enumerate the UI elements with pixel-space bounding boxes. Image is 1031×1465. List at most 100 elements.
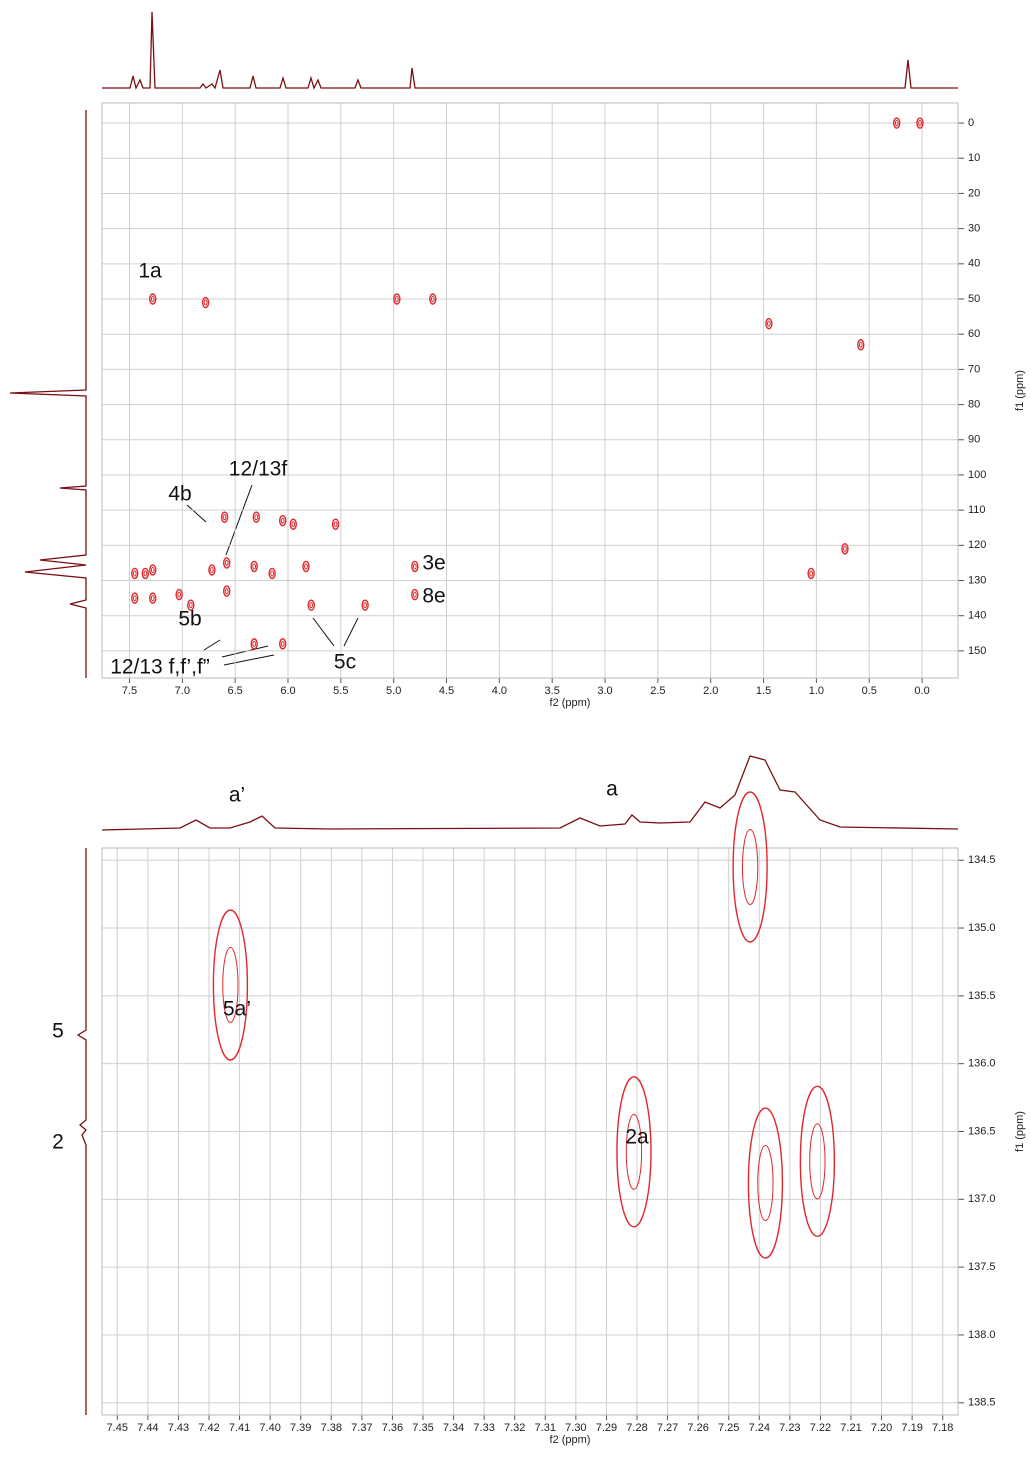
contour-peak — [302, 560, 310, 573]
x-tick-label: 7.19 — [901, 1422, 922, 1434]
x-tick-label: 7.30 — [565, 1422, 586, 1434]
contour-peak-inner — [132, 570, 137, 577]
x-tick-label: 3.5 — [545, 685, 560, 697]
contour-peak-inner — [280, 517, 285, 524]
contour-peak-inner — [858, 341, 863, 348]
annotation: 3e — [422, 552, 445, 575]
y-tick-label: 130 — [968, 574, 986, 586]
contour-peak-inner — [177, 591, 181, 598]
x-tick-label: 4.5 — [439, 685, 454, 697]
y-tick-label: 110 — [968, 504, 986, 516]
leader-line — [312, 617, 335, 647]
x-tick-label: 7.33 — [473, 1422, 494, 1434]
x-tick-label: 3.0 — [597, 685, 612, 697]
x-tick-label: 5.0 — [386, 685, 401, 697]
y-tick-label: 80 — [968, 398, 980, 410]
x-tick-label: 7.43 — [168, 1422, 189, 1434]
x-tick-label: 7.24 — [749, 1422, 770, 1434]
contour-peak — [393, 293, 401, 305]
contour-peak — [307, 599, 315, 611]
y-tick-label: 150 — [968, 645, 986, 657]
x-tick-label: 7.32 — [504, 1422, 525, 1434]
x-axis-label: f2 (ppm) — [550, 697, 591, 709]
contour-peak — [149, 592, 157, 604]
annotation: 5c — [334, 651, 356, 674]
x-tick-label: 0.5 — [862, 685, 877, 697]
x-tick-label: 7.34 — [443, 1422, 464, 1434]
leader-line — [223, 654, 275, 666]
contour-peak — [841, 543, 849, 555]
annotation: 4b — [168, 483, 191, 506]
contour-peak — [411, 560, 419, 573]
x-tick-label: 7.29 — [596, 1422, 617, 1434]
contour-peak-inner — [254, 514, 259, 521]
x-tick-label: 7.28 — [626, 1422, 647, 1434]
x-tick-label: 7.37 — [351, 1422, 372, 1434]
contour-peak-inner — [143, 570, 148, 577]
contour-peak-inner — [363, 602, 367, 609]
annotation: 1a — [138, 260, 162, 283]
y-tick-label: 0 — [968, 117, 974, 129]
annotation: a — [606, 778, 618, 801]
contour-peak-inner — [222, 947, 239, 1024]
contour-peak-inner — [741, 828, 759, 905]
contour-peak-inner — [210, 566, 214, 573]
y-tick-label: 30 — [968, 223, 980, 235]
leader-line — [221, 645, 269, 658]
contour-peak — [250, 638, 258, 650]
y-tick-label: 135.5 — [968, 990, 996, 1002]
contour-peak — [208, 564, 216, 576]
annotation: 12/13f — [229, 458, 288, 481]
x-tick-label: 7.18 — [932, 1422, 953, 1434]
contour-peak-inner — [188, 602, 193, 609]
x-tick-label: 7.40 — [259, 1422, 280, 1434]
contour-peak-inner — [150, 296, 155, 303]
contour-peak — [331, 518, 340, 530]
contour-peak-inner — [224, 588, 229, 595]
annotation: 8e — [422, 585, 445, 608]
contour-peak — [131, 592, 139, 604]
contour-peak-inner — [304, 563, 308, 570]
y-tick-label: 100 — [968, 469, 986, 481]
annotation: 5 — [52, 1020, 64, 1043]
x-tick-label: 7.27 — [657, 1422, 678, 1434]
contour-peak — [220, 511, 229, 523]
contour-peak — [252, 511, 260, 523]
contour-peak-inner — [918, 120, 922, 127]
contour-peak — [149, 293, 157, 305]
contour-peak-inner — [203, 299, 208, 306]
y-axis-label: f1 (ppm) — [1014, 1111, 1026, 1152]
contour-peak-inner — [757, 1145, 774, 1222]
annotation: a’ — [229, 784, 245, 807]
y-tick-label: 136.5 — [968, 1125, 996, 1137]
x-tick-label: 7.0 — [175, 685, 190, 697]
x-tick-label: 7.20 — [871, 1422, 892, 1434]
contour-peak-inner — [150, 595, 155, 602]
contour-peak-inner — [412, 591, 417, 598]
x-axis-label: f2 (ppm) — [550, 1434, 591, 1446]
y-tick-label: 136.0 — [968, 1058, 996, 1070]
contour-peak-inner — [309, 602, 314, 609]
contour-peak — [223, 557, 231, 569]
contour-peak — [765, 317, 773, 330]
plot-frame — [101, 102, 959, 679]
contour-peak — [250, 560, 258, 573]
contour-peak — [429, 293, 437, 305]
x-tick-label: 2.5 — [650, 685, 665, 697]
top-trace-1 — [102, 11, 958, 90]
x-tick-label: 7.31 — [535, 1422, 556, 1434]
contour-peak — [916, 117, 924, 129]
contour-peak — [279, 515, 287, 527]
y-tick-label: 10 — [968, 152, 980, 164]
contour-peak — [223, 585, 231, 597]
contour-peak — [411, 588, 419, 601]
x-tick-label: 1.0 — [809, 685, 824, 697]
x-tick-label: 7.22 — [810, 1422, 831, 1434]
annotation: 12/13 f,f’,f” — [110, 656, 210, 679]
contour-peak-inner — [252, 640, 257, 647]
contour-peak-inner — [809, 570, 813, 577]
leader-lines — [186, 484, 359, 666]
contour-peak-inner — [766, 320, 771, 327]
contour-peak — [212, 909, 249, 1061]
